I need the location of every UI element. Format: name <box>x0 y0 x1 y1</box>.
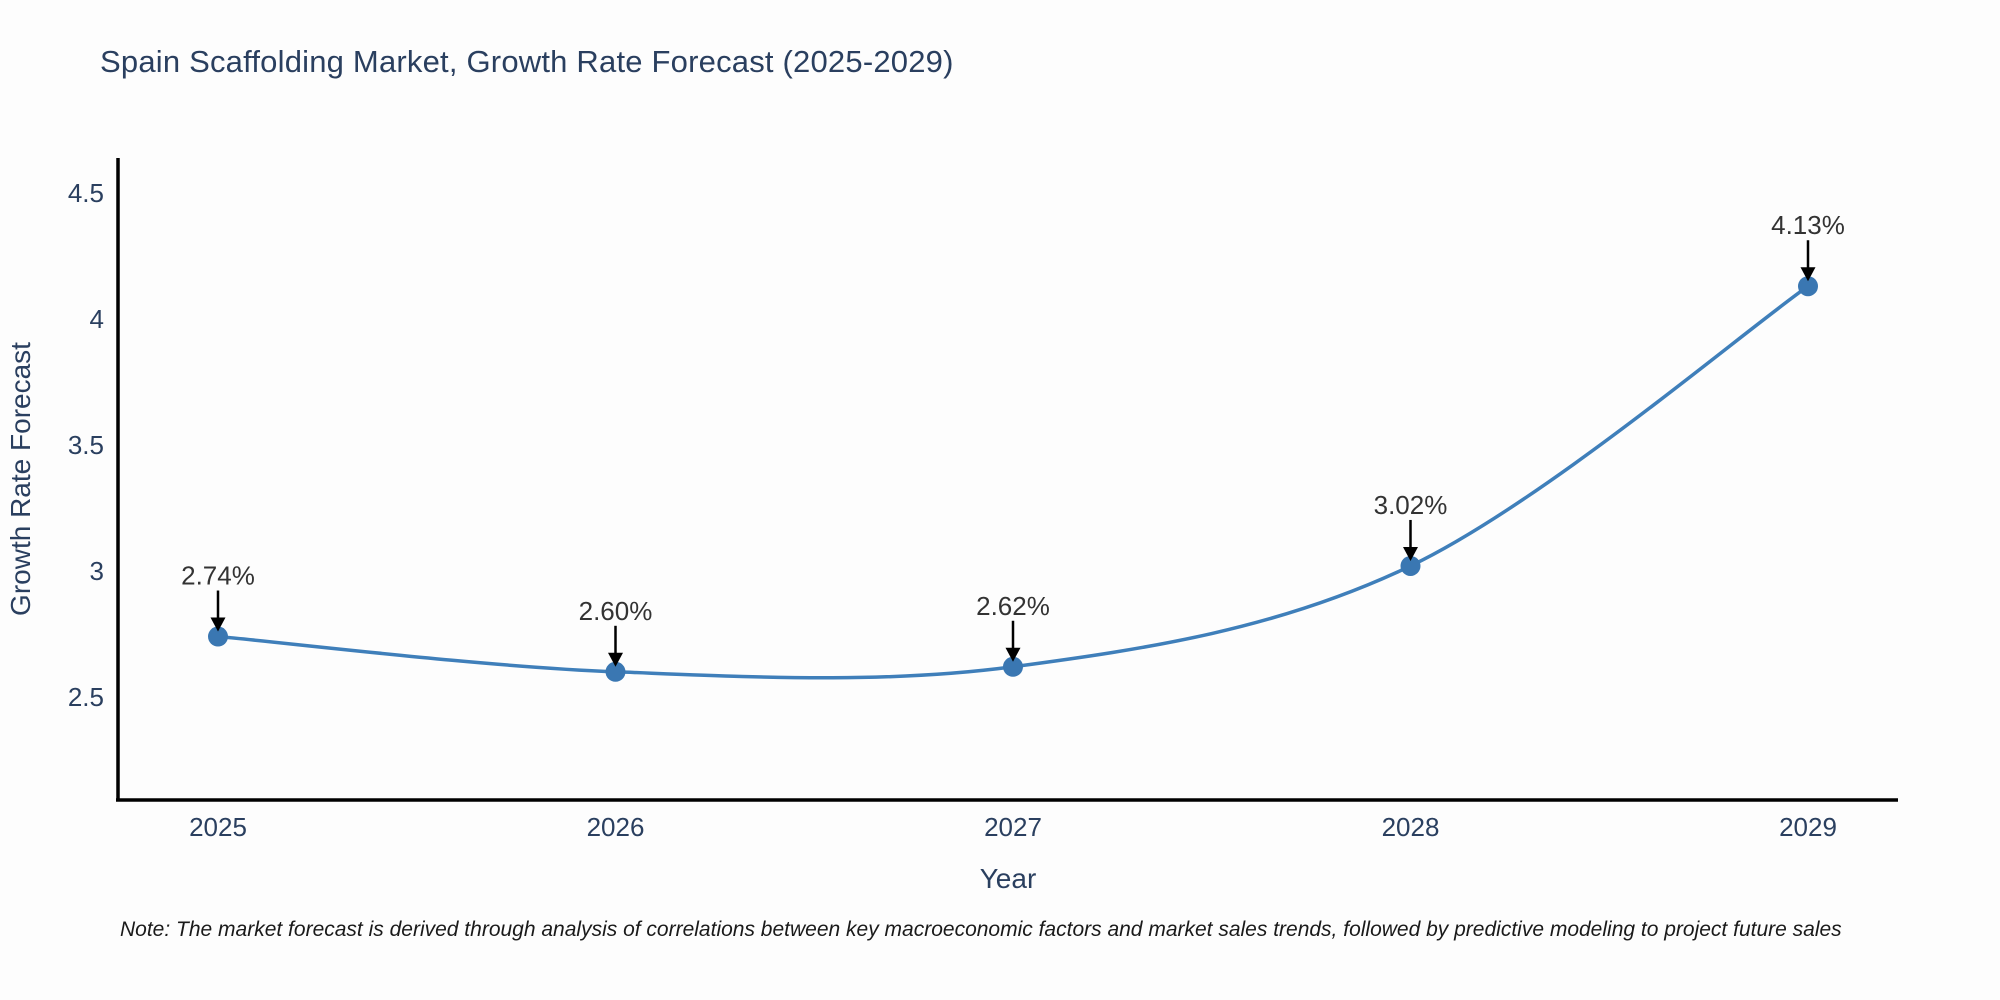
data-point-label: 2.62% <box>976 591 1050 621</box>
annotation-arrowhead <box>608 652 623 667</box>
data-point-2028[interactable] <box>1400 555 1421 576</box>
y-tick-label: 3.5 <box>68 430 104 460</box>
data-point-label: 3.02% <box>1374 490 1448 520</box>
x-tick-label: 2025 <box>189 812 247 842</box>
data-point-label: 2.74% <box>181 561 255 591</box>
annotation-arrowhead <box>1005 647 1021 662</box>
annotation-arrowhead <box>1403 546 1418 561</box>
y-tick-label: 4.5 <box>68 178 104 208</box>
data-point-2027[interactable] <box>1003 656 1023 677</box>
trend-line <box>217 284 1810 680</box>
x-tick-label: 2027 <box>984 812 1042 842</box>
y-axis-title: Growth Rate Forecast <box>5 342 36 616</box>
annotation-arrowhead <box>210 617 226 632</box>
data-point-2029[interactable] <box>1798 276 1818 297</box>
footnote: Note: The market forecast is derived thr… <box>120 918 1842 941</box>
x-axis-title: Year <box>980 863 1037 894</box>
annotation-arrowhead <box>1800 267 1816 282</box>
data-point-2026[interactable] <box>605 661 626 682</box>
x-tick-label: 2028 <box>1382 812 1440 842</box>
x-tick-label: 2026 <box>587 812 645 842</box>
data-point-label: 2.60% <box>579 596 653 626</box>
y-tick-label: 4 <box>90 304 104 334</box>
y-tick-label: 2.5 <box>68 682 104 712</box>
data-point-2025[interactable] <box>208 626 228 647</box>
chart-title: Spain Scaffolding Market, Growth Rate Fo… <box>100 44 954 79</box>
x-tick-label: 2029 <box>1779 812 1837 842</box>
y-tick-label: 3 <box>90 556 104 586</box>
data-point-label: 4.13% <box>1771 210 1845 240</box>
